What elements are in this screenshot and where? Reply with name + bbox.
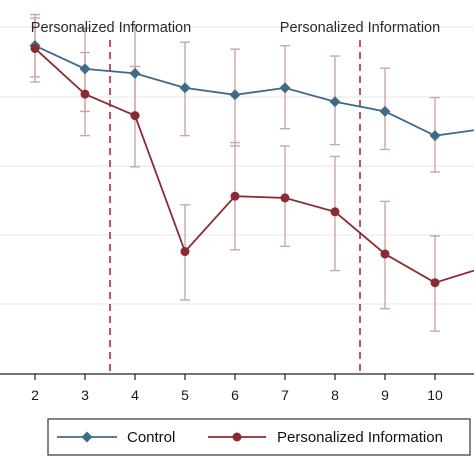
x-tick-label-5: 5 <box>181 387 189 403</box>
x-tick-label-4: 4 <box>131 387 139 403</box>
point-1-8 <box>430 278 440 288</box>
series-line-1 <box>34 47 474 284</box>
series-markers <box>29 40 441 288</box>
series-lines <box>34 44 474 284</box>
x-tick-label-10: 10 <box>427 387 443 403</box>
point-0-3 <box>179 82 191 94</box>
annotation-label-0: Personalized Information <box>31 20 191 36</box>
x-tick-label-3: 3 <box>81 387 89 403</box>
legend-label-0: Control <box>127 429 175 446</box>
x-tick-label-8: 8 <box>331 387 339 403</box>
point-0-7 <box>379 105 391 117</box>
point-1-7 <box>380 249 390 259</box>
point-0-5 <box>279 82 291 94</box>
legend-marker-1 <box>232 432 242 442</box>
point-0-4 <box>229 89 241 101</box>
point-0-6 <box>329 96 341 108</box>
x-tick-label-2: 2 <box>31 387 39 403</box>
annotation-lines <box>109 40 361 374</box>
point-0-1 <box>79 63 91 75</box>
x-axis: 2 3 4 5 6 7 8 9 10 <box>0 373 474 403</box>
point-1-1 <box>80 89 90 99</box>
legend-label-1: Personalized Information <box>277 429 443 446</box>
point-1-2 <box>130 111 140 121</box>
x-tick-label-6: 6 <box>231 387 239 403</box>
x-tick-label-9: 9 <box>381 387 389 403</box>
x-tick-label-7: 7 <box>281 387 289 403</box>
legend: Control Personalized Information <box>47 418 471 456</box>
point-0-2 <box>129 67 141 79</box>
series-line-0 <box>34 44 474 137</box>
annotation-labels: Personalized Information Personalized Inf… <box>31 20 440 36</box>
legend-marker-0 <box>81 431 93 443</box>
point-1-3 <box>180 247 190 257</box>
point-0-8 <box>429 130 441 142</box>
annotation-label-1: Personalized Information <box>280 20 440 36</box>
point-1-5 <box>280 193 290 203</box>
point-1-4 <box>230 191 240 201</box>
point-1-6 <box>330 207 340 217</box>
point-1-0 <box>30 43 40 53</box>
